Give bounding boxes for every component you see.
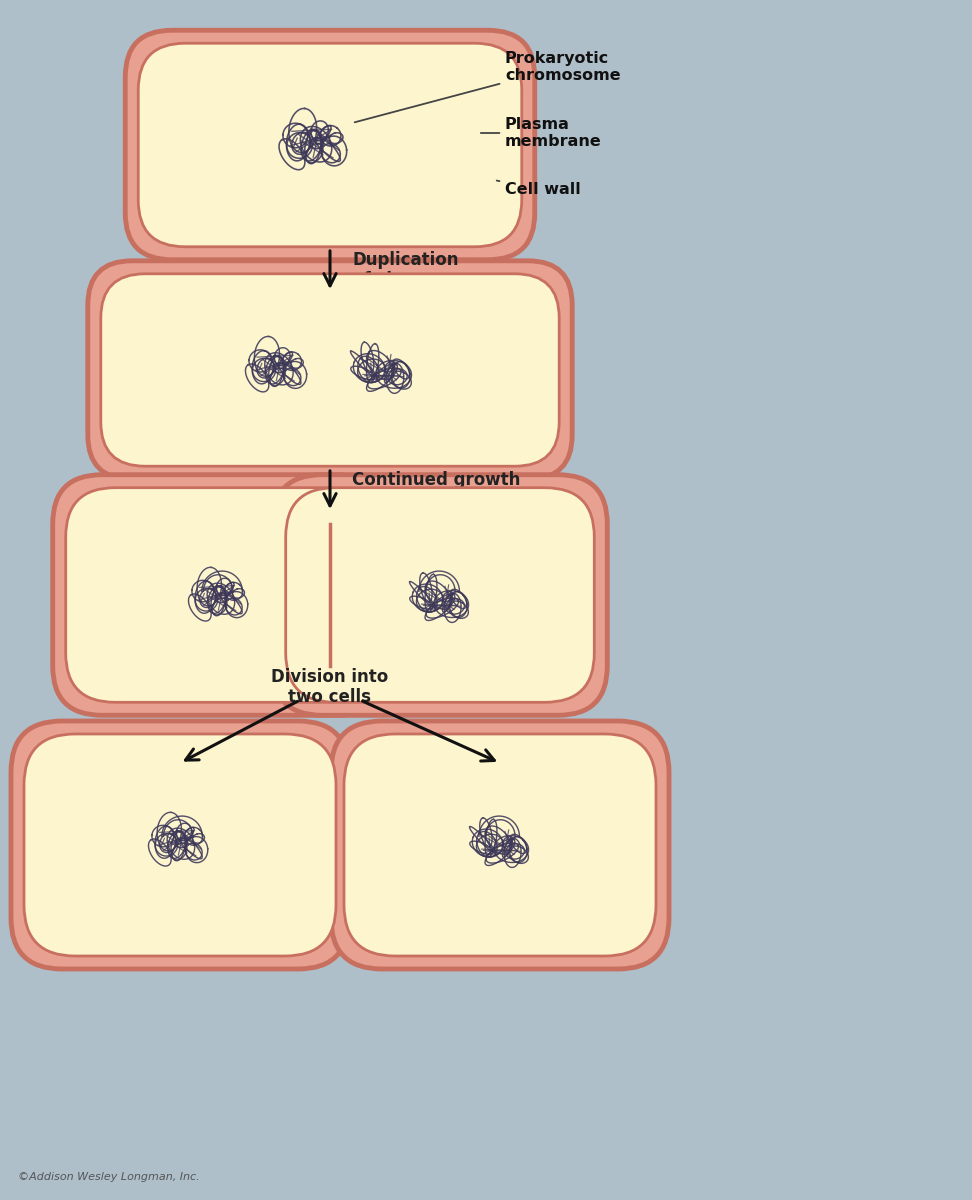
Text: ©Addison Wesley Longman, Inc.: ©Addison Wesley Longman, Inc. xyxy=(18,1172,199,1182)
Text: Cell wall: Cell wall xyxy=(497,180,580,198)
Bar xyxy=(220,524,440,666)
FancyBboxPatch shape xyxy=(286,487,594,702)
FancyBboxPatch shape xyxy=(125,30,535,259)
FancyBboxPatch shape xyxy=(101,274,559,466)
FancyBboxPatch shape xyxy=(344,734,656,956)
Text: Prokaryotic
chromosome: Prokaryotic chromosome xyxy=(355,50,621,122)
FancyBboxPatch shape xyxy=(138,43,522,247)
FancyBboxPatch shape xyxy=(273,475,608,715)
Text: Plasma
membrane: Plasma membrane xyxy=(481,116,602,149)
FancyBboxPatch shape xyxy=(11,721,349,970)
Bar xyxy=(221,538,439,653)
FancyBboxPatch shape xyxy=(331,721,669,970)
FancyBboxPatch shape xyxy=(24,734,336,956)
Text: Continued growth
of the cell: Continued growth of the cell xyxy=(352,470,520,509)
FancyBboxPatch shape xyxy=(52,475,387,715)
Text: Division into
two cells: Division into two cells xyxy=(271,667,389,707)
Text: Duplication
of chromosome: Duplication of chromosome xyxy=(352,251,497,289)
FancyBboxPatch shape xyxy=(87,260,573,479)
FancyBboxPatch shape xyxy=(66,487,374,702)
